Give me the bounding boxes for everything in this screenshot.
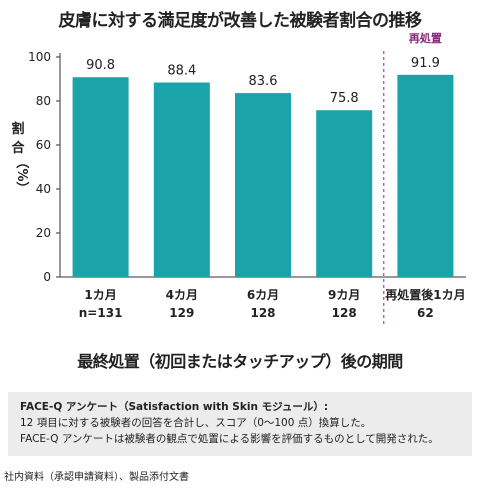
y-axis-label-3: （%） <box>14 155 30 194</box>
bar <box>153 82 210 278</box>
y-tick-label: 40 <box>36 182 51 196</box>
bar <box>72 77 129 278</box>
retreatment-label: 再処置 <box>409 31 442 45</box>
bar <box>397 74 454 277</box>
category-n-label: 128 <box>250 306 275 320</box>
bar-value-label: 88.4 <box>167 64 196 79</box>
note-box: FACE-Q アンケート（Satisfaction with Skin モジュー… <box>8 392 472 456</box>
y-tick-label: 60 <box>36 138 51 152</box>
y-axis-label-2: 合 <box>11 140 25 156</box>
y-tick-label: 100 <box>28 50 51 64</box>
bar-value-label: 90.8 <box>86 58 115 73</box>
category-n-label: 128 <box>332 306 357 320</box>
note-line-1: 12 項目に対する被験者の回答を合計し、スコア（0～100 点）換算した。 <box>20 417 372 429</box>
category-label: 4カ月 <box>166 288 198 302</box>
y-tick-label: 0 <box>43 270 51 284</box>
note-heading: FACE-Q アンケート（Satisfaction with Skin モジュー… <box>20 401 329 413</box>
bar-value-label: 91.9 <box>411 56 440 71</box>
note-line-2: FACE-Q アンケートは被験者の観点で処置による影響を評価するものとして開発さ… <box>20 433 439 445</box>
y-tick-label: 80 <box>36 94 51 108</box>
bar <box>235 93 291 277</box>
category-label: 9カ月 <box>328 288 360 302</box>
bar-value-label: 83.6 <box>249 74 278 89</box>
bar <box>316 110 373 278</box>
category-n-label: 129 <box>169 306 194 320</box>
bar-chart: 0 20 40 60 80 100 割合（%） 90.8 1カ月 n=131 88.4 4カ月 129 8… <box>11 31 466 325</box>
y-axis-label-1: 割 <box>11 121 24 137</box>
x-axis-title: 最終処置（初回またはタッチアップ）後の期間 <box>77 352 403 371</box>
category-n-label: n=131 <box>79 306 123 320</box>
category-n-label: 62 <box>417 306 434 320</box>
category-label: 6カ月 <box>247 288 279 302</box>
category-label: 再処置後1カ月 <box>385 287 465 302</box>
category-label: 1カ月 <box>84 288 116 302</box>
y-tick-label: 20 <box>36 226 51 240</box>
source-footer: 社内資料（承認申請資料）、製品添付文書 <box>4 472 189 483</box>
chart-title: 皮膚に対する満足度が改善した被験者割合の推移 <box>58 11 423 31</box>
bar-value-label: 75.8 <box>330 91 359 106</box>
